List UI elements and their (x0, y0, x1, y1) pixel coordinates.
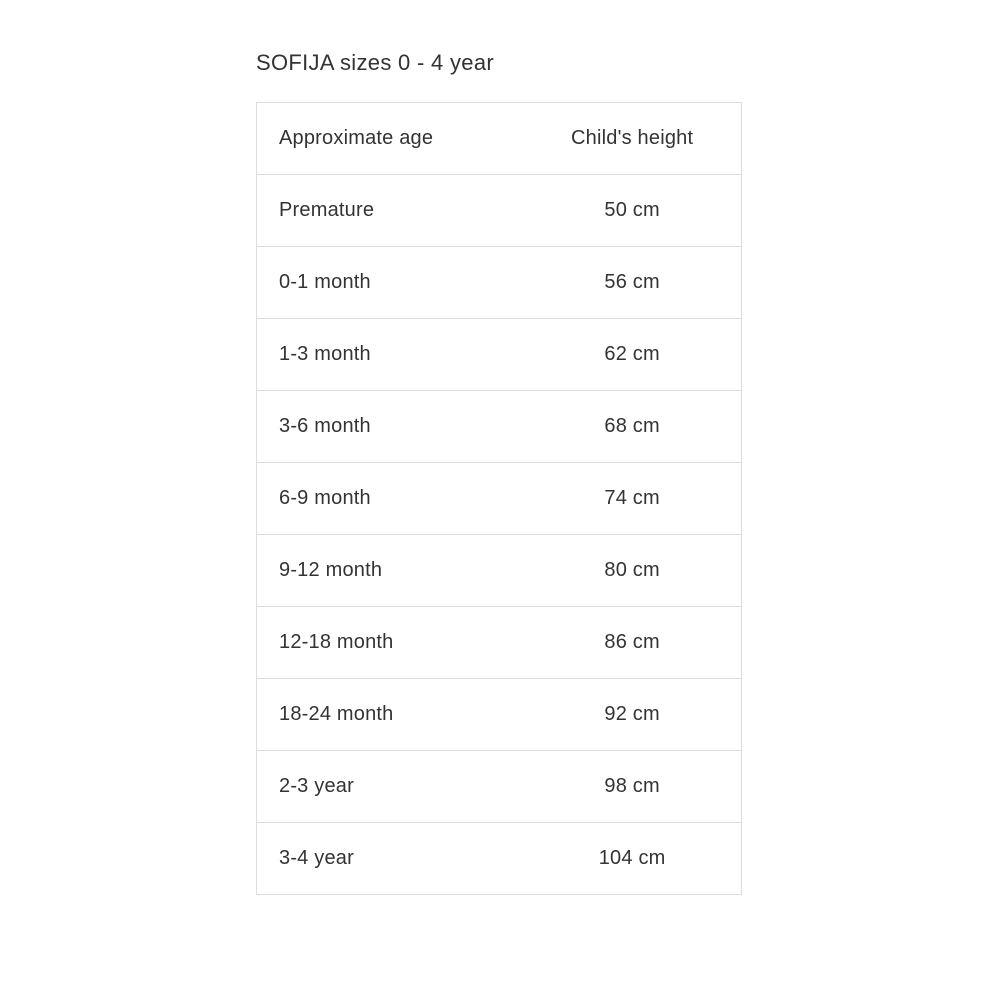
cell-age: 9-12 month (257, 535, 524, 607)
cell-age: 18-24 month (257, 679, 524, 751)
header-height: Child's height (523, 103, 741, 175)
cell-age: 6-9 month (257, 463, 524, 535)
page-title: SOFIJA sizes 0 - 4 year (256, 50, 1000, 76)
cell-age: Premature (257, 175, 524, 247)
cell-height: 74 cm (523, 463, 741, 535)
table-row: Premature 50 cm (257, 175, 742, 247)
cell-height: 92 cm (523, 679, 741, 751)
table-row: 2-3 year 98 cm (257, 751, 742, 823)
cell-height: 104 cm (523, 823, 741, 895)
cell-age: 2-3 year (257, 751, 524, 823)
table-row: 18-24 month 92 cm (257, 679, 742, 751)
cell-height: 56 cm (523, 247, 741, 319)
table-row: 3-6 month 68 cm (257, 391, 742, 463)
table-row: 3-4 year 104 cm (257, 823, 742, 895)
cell-height: 62 cm (523, 319, 741, 391)
table-row: 0-1 month 56 cm (257, 247, 742, 319)
cell-height: 98 cm (523, 751, 741, 823)
cell-height: 50 cm (523, 175, 741, 247)
cell-height: 80 cm (523, 535, 741, 607)
cell-height: 68 cm (523, 391, 741, 463)
table-header-row: Approximate age Child's height (257, 103, 742, 175)
table-row: 9-12 month 80 cm (257, 535, 742, 607)
cell-age: 0-1 month (257, 247, 524, 319)
cell-age: 3-6 month (257, 391, 524, 463)
table-row: 1-3 month 62 cm (257, 319, 742, 391)
table-row: 6-9 month 74 cm (257, 463, 742, 535)
size-table: Approximate age Child's height Premature… (256, 102, 742, 895)
table-row: 12-18 month 86 cm (257, 607, 742, 679)
cell-age: 12-18 month (257, 607, 524, 679)
cell-age: 3-4 year (257, 823, 524, 895)
cell-height: 86 cm (523, 607, 741, 679)
header-age: Approximate age (257, 103, 524, 175)
cell-age: 1-3 month (257, 319, 524, 391)
